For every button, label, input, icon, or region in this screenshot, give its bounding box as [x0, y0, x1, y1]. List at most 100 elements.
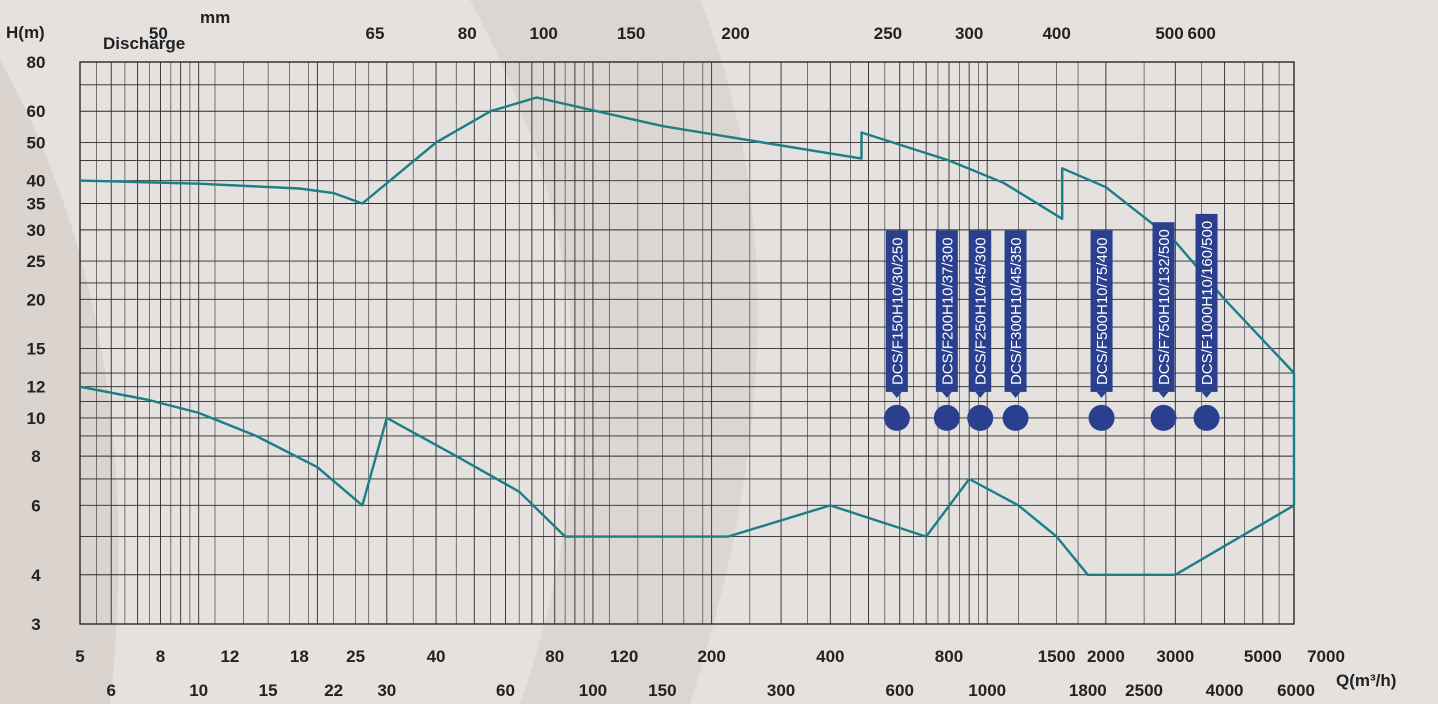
model-point: [1088, 404, 1115, 431]
discharge-tick-label: 500: [1155, 24, 1183, 43]
model-point: [967, 404, 994, 431]
model-label-box: [1195, 213, 1218, 392]
x-tick-label-upper: 800: [935, 647, 963, 666]
y-tick-label: 40: [27, 172, 46, 191]
x-tick-label-upper: 80: [545, 647, 564, 666]
x-tick-label-upper: 1500: [1038, 647, 1076, 666]
x-tick-label-upper: 200: [697, 647, 725, 666]
x-tick-label-upper: 7000: [1307, 647, 1345, 666]
discharge-tick-label: 150: [617, 24, 645, 43]
discharge-tick-label: 200: [721, 24, 749, 43]
model-marker-2: DCS/F200H10/37/300: [933, 230, 960, 431]
x-tick-label-lower: 15: [259, 681, 278, 700]
discharge-tick-label: 250: [874, 24, 902, 43]
x-tick-label-upper: 400: [816, 647, 844, 666]
model-label: DCS/F500H10/75/400: [1094, 237, 1111, 385]
x-tick-label-upper: 5: [75, 647, 84, 666]
discharge-tick-label: 50: [149, 24, 168, 43]
model-label-box: [1152, 222, 1175, 392]
x-tick-label-lower: 2500: [1125, 681, 1163, 700]
model-marker-6: DCS/F750H10/132/500: [1150, 222, 1177, 431]
x-tick-label-lower: 600: [886, 681, 914, 700]
lower-envelope-line: [79, 385, 1295, 576]
x-axis-title: Q(m³/h): [1336, 671, 1396, 690]
discharge-unit-label: mm: [200, 8, 230, 27]
model-point: [1002, 404, 1029, 431]
x-tick-label-upper: 2000: [1087, 647, 1125, 666]
model-label-box: [885, 230, 908, 392]
x-tick-label-upper: 120: [610, 647, 638, 666]
model-label-pointer: [891, 391, 902, 398]
x-tick-label-lower: 4000: [1206, 681, 1244, 700]
model-label-box: [1090, 230, 1113, 392]
y-tick-label: 20: [27, 290, 46, 309]
discharge-tick-label: 80: [458, 24, 477, 43]
y-tick-label: 15: [27, 340, 46, 359]
x-tick-label-lower: 300: [767, 681, 795, 700]
discharge-title: Discharge: [103, 34, 185, 53]
model-label-pointer: [941, 391, 952, 398]
model-marker-7: DCS/F1000H10/160/500: [1193, 213, 1220, 431]
model-label: DCS/F200H10/37/300: [939, 237, 956, 385]
model-label-box: [1004, 230, 1027, 392]
x-tick-label-upper: 25: [346, 647, 365, 666]
x-tick-label-upper: 12: [220, 647, 239, 666]
model-point: [1193, 404, 1220, 431]
model-label: DCS/F750H10/132/500: [1156, 229, 1173, 385]
y-tick-label: 4: [31, 566, 41, 585]
discharge-tick-label: 100: [529, 24, 557, 43]
y-tick-label: 25: [27, 252, 46, 271]
x-tick-label-lower: 1800: [1069, 681, 1107, 700]
discharge-tick-label: 65: [366, 24, 385, 43]
x-tick-label-lower: 150: [648, 681, 676, 700]
x-tick-label-upper: 40: [427, 647, 446, 666]
model-label-pointer: [1010, 391, 1021, 398]
model-label-box: [969, 230, 992, 392]
y-tick-label: 10: [27, 409, 46, 428]
background-swoosh-left: [0, 60, 119, 704]
model-label: DCS/F250H10/45/300: [973, 237, 990, 385]
x-tick-label-lower: 100: [579, 681, 607, 700]
y-tick-label: 8: [31, 447, 40, 466]
model-label-pointer: [1158, 391, 1169, 398]
y-tick-label: 6: [31, 496, 40, 515]
model-marker-1: DCS/F150H10/30/250: [883, 230, 910, 431]
model-label-pointer: [975, 391, 986, 398]
model-label-box: [935, 230, 958, 392]
model-label: DCS/F150H10/30/250: [889, 237, 906, 385]
x-tick-label-lower: 30: [377, 681, 396, 700]
model-markers: DCS/F150H10/30/250 DCS/F200H10/37/300 DCS/…: [883, 213, 1220, 431]
x-tick-label-lower: 22: [324, 681, 343, 700]
model-point: [883, 404, 910, 431]
x-tick-label-lower: 1000: [968, 681, 1006, 700]
discharge-tick-label: 400: [1042, 24, 1070, 43]
discharge-tick-label: 300: [955, 24, 983, 43]
model-marker-5: DCS/F500H10/75/400: [1088, 230, 1115, 431]
model-marker-3: DCS/F250H10/45/300: [967, 230, 994, 431]
y-tick-label: 12: [27, 378, 46, 397]
model-marker-4: DCS/F300H10/45/350: [1002, 230, 1029, 431]
plot-frame: [79, 61, 1295, 625]
x-tick-label-lower: 6000: [1277, 681, 1315, 700]
x-tick-label-upper: 18: [290, 647, 309, 666]
x-tick-label-lower: 6: [106, 681, 115, 700]
model-label-pointer: [1096, 391, 1107, 398]
model-label-pointer: [1201, 391, 1212, 398]
y-tick-label: 80: [27, 53, 46, 72]
model-point: [1150, 404, 1177, 431]
x-tick-label-lower: 10: [189, 681, 208, 700]
background-swoosh-center: [470, 0, 758, 704]
model-point: [933, 404, 960, 431]
y-tick-label: 50: [27, 133, 46, 152]
y-axis-title: H(m): [6, 23, 45, 42]
y-tick-label: 30: [27, 221, 46, 240]
y-tick-label: 35: [27, 194, 46, 213]
x-tick-label-upper: 5000: [1244, 647, 1282, 666]
model-label: DCS/F1000H10/160/500: [1199, 221, 1216, 385]
y-tick-label: 60: [27, 102, 46, 121]
x-tick-label-upper: 8: [156, 647, 165, 666]
x-tick-label-upper: 3000: [1156, 647, 1194, 666]
discharge-tick-label: 600: [1188, 24, 1216, 43]
